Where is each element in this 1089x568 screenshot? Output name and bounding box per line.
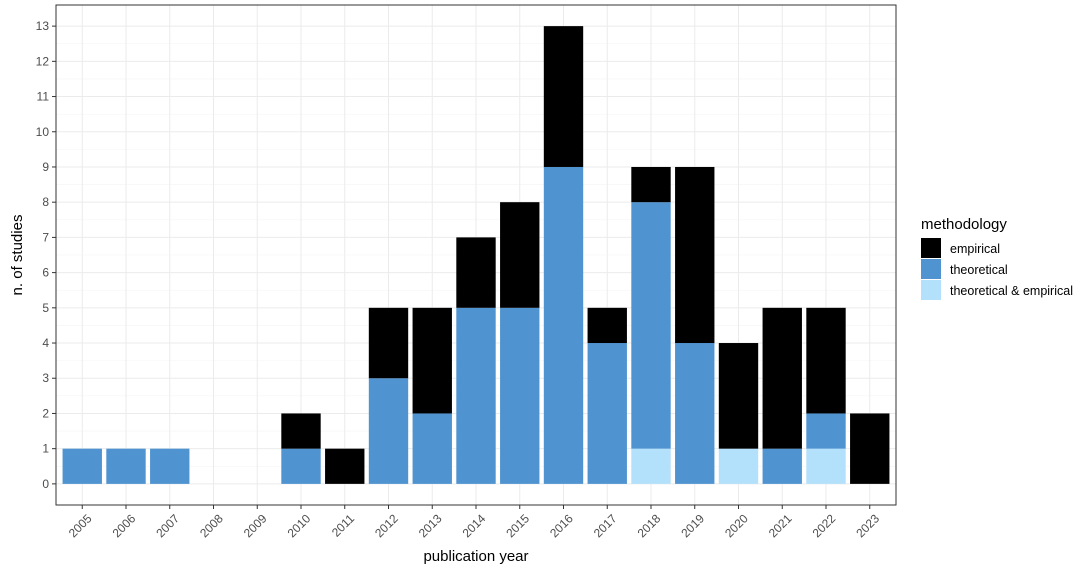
x-tick-label: 2013 (416, 511, 445, 540)
legend-label: theoretical (950, 263, 1008, 277)
y-tick-label: 9 (42, 160, 49, 174)
bar-empirical-2016 (543, 26, 584, 167)
legend-swatch-theoretical (921, 259, 941, 279)
x-axis-title: publication year (423, 548, 528, 565)
bar-theoretical-2012 (368, 378, 409, 484)
bar-theoretical-2021 (762, 448, 802, 484)
bar-theoretical-2005 (62, 448, 102, 484)
x-tick-label: 2014 (460, 511, 489, 540)
bar-empirical-2018 (631, 166, 671, 203)
x-tick-label: 2023 (853, 511, 882, 540)
bar-theoretical-2019 (675, 343, 715, 484)
bar-empirical-2017 (587, 307, 627, 344)
y-axis-title: n. of studies (9, 215, 26, 296)
y-tick-label: 4 (42, 336, 49, 350)
bar-empirical-2021 (762, 307, 802, 449)
bar-theoretical-2016 (543, 166, 584, 484)
bar-theoretical-2018 (631, 202, 671, 449)
x-tick-label: 2022 (810, 511, 839, 540)
y-tick-label: 1 (42, 442, 49, 456)
bar-empirical-2015 (500, 202, 540, 308)
y-tick-label: 11 (37, 90, 50, 104)
y-tick-label: 13 (36, 19, 50, 33)
bar-theoretical-empirical-2022 (806, 448, 846, 484)
bar-theoretical-2010 (281, 448, 321, 484)
x-tick-label: 2005 (66, 511, 95, 540)
bar-empirical-2022 (806, 307, 846, 414)
bar-empirical-2014 (456, 237, 496, 308)
x-tick-label: 2007 (153, 511, 182, 540)
y-tick-label: 7 (42, 230, 49, 244)
y-tick-label: 8 (42, 195, 49, 209)
x-tick-label: 2012 (372, 511, 401, 540)
bar-empirical-2020 (718, 343, 759, 449)
legend-label: empirical (950, 242, 1000, 256)
x-tick-label: 2006 (110, 511, 139, 540)
x-tick-label: 2017 (591, 511, 620, 540)
bars (62, 26, 890, 484)
bar-empirical-2011 (325, 448, 365, 484)
y-tick-label: 3 (42, 371, 49, 385)
y-tick-label: 6 (42, 266, 49, 280)
legend-swatch-theoretical-empirical (921, 280, 941, 300)
y-tick-label: 10 (36, 125, 50, 139)
y-tick-label: 12 (36, 54, 50, 68)
x-tick-label: 2021 (766, 511, 795, 540)
bar-theoretical-2015 (500, 307, 540, 484)
y-tick-label: 5 (42, 301, 49, 315)
bar-empirical-2012 (368, 307, 409, 379)
bar-empirical-2010 (281, 413, 321, 449)
bar-theoretical-2007 (150, 448, 190, 484)
bar-theoretical-2022 (806, 413, 846, 449)
x-tick-label: 2019 (678, 511, 707, 540)
bar-theoretical-2006 (106, 448, 146, 484)
bar-theoretical-2013 (412, 413, 452, 484)
x-tick-label: 2018 (635, 511, 664, 540)
x-tick-label: 2016 (547, 511, 576, 540)
bar-empirical-2013 (412, 307, 452, 414)
legend-swatch-empirical (921, 238, 941, 258)
y-tick-label: 0 (42, 477, 49, 491)
legend-title: methodology (921, 216, 1007, 233)
bar-empirical-2019 (675, 166, 715, 344)
x-tick-label: 2008 (197, 511, 226, 540)
x-tick-label: 2015 (503, 511, 532, 540)
bar-theoretical-empirical-2018 (631, 448, 671, 484)
bar-theoretical-empirical-2020 (718, 448, 759, 484)
bar-empirical-2023 (850, 413, 890, 484)
legend-label: theoretical & empirical (950, 284, 1073, 298)
bar-theoretical-2017 (587, 343, 627, 484)
x-tick-label: 2020 (722, 511, 751, 540)
x-tick-label: 2011 (329, 511, 357, 539)
bar-theoretical-2014 (456, 307, 496, 484)
legend: methodology empirical theoretical theoreti… (921, 216, 1073, 300)
x-tick-label: 2009 (241, 511, 270, 540)
y-tick-label: 2 (42, 406, 49, 420)
x-tick-label: 2010 (285, 511, 314, 540)
